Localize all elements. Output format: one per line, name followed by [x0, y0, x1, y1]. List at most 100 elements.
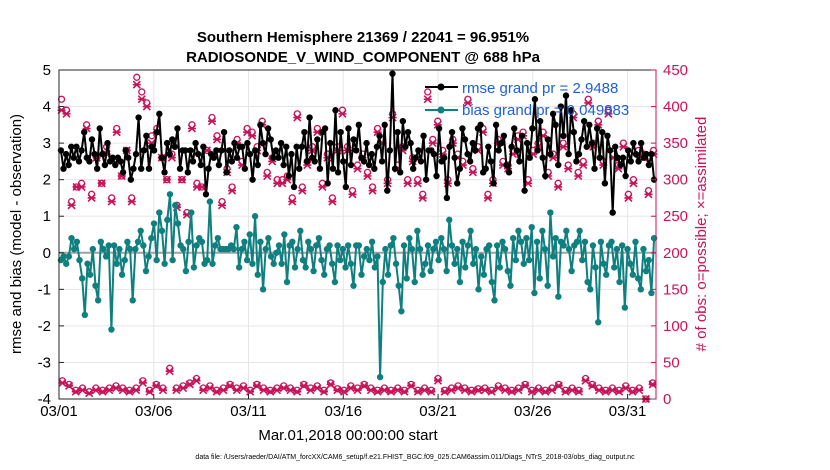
- bias-point-182: [541, 245, 549, 253]
- rmse-point-18: [104, 139, 111, 147]
- obs-low-assimilated-79: [588, 381, 597, 390]
- rmse-point-214: [612, 143, 619, 150]
- bias-point-13: [92, 282, 99, 289]
- obs-high-assimilated-104: [579, 160, 588, 170]
- bias-point-95: [310, 267, 317, 275]
- rmse-point-106: [332, 107, 339, 114]
- rmse-point-123: [376, 132, 383, 139]
- rmse-point-111: [345, 125, 352, 132]
- obs-high-assimilated-58: [348, 190, 357, 199]
- bias-point-222: [648, 289, 655, 297]
- obs-low-assimilated-45: [360, 381, 369, 390]
- rmse-point-115: [355, 121, 362, 129]
- bias-point-134: [414, 227, 421, 235]
- rmse-point-12: [88, 136, 96, 143]
- rmse-point-13: [91, 150, 98, 158]
- bias-point-162: [488, 278, 496, 286]
- rmse-point-56: [202, 191, 210, 198]
- bias-point-47: [182, 267, 190, 275]
- rmse-point-204: [586, 121, 593, 129]
- bias-point-56: [206, 198, 214, 205]
- obs-low-assimilated-74: [554, 381, 563, 390]
- bias-point-82: [275, 242, 283, 249]
- bias-point-71: [246, 231, 253, 238]
- legend: rmse grand pr = 2.9488 bias grand pr = 0…: [425, 80, 629, 119]
- rmse-point-171: [500, 132, 508, 139]
- rmse-point-201: [578, 136, 585, 143]
- obs-low-assimilated-69: [521, 381, 530, 390]
- bias-point-10: [84, 260, 91, 267]
- bias-point-192: [568, 267, 575, 275]
- obs-high-assimilated-74: [428, 139, 437, 148]
- rmse-point-227: [645, 161, 653, 169]
- obs-low-assimilated-23: [212, 387, 221, 396]
- y-tick-label-2: -2: [38, 318, 51, 335]
- bias-point-126: [392, 260, 400, 267]
- obs-high-assimilated-26: [187, 124, 197, 133]
- obs-high-assimilated-62: [368, 186, 377, 195]
- bias-point-75: [257, 238, 264, 246]
- rmse-point-103: [324, 180, 331, 187]
- bias-point-209: [613, 245, 621, 253]
- obs-high-assimilated-14: [127, 197, 136, 206]
- bias-point-133: [411, 278, 418, 286]
- y2-tick-label-7: 350: [663, 135, 688, 152]
- rmse-point-187: [542, 172, 549, 180]
- bias-point-99: [321, 271, 328, 278]
- obs-low-possible-64: [488, 386, 496, 394]
- obs-low-possible-77: [575, 386, 583, 394]
- obs-low-possible-40: [327, 379, 335, 387]
- bias-point-33: [145, 253, 152, 260]
- rmse-point-124: [378, 158, 386, 165]
- obs-high-assimilated-15: [132, 80, 141, 89]
- bias-point-183: [544, 282, 551, 289]
- bias-point-169: [507, 282, 514, 289]
- obs-high-assimilated-100: [559, 142, 568, 151]
- obs-high-assimilated-61: [363, 171, 372, 181]
- rmse-point-65: [226, 147, 233, 154]
- rmse-point-175: [511, 125, 518, 132]
- bias-point-221: [645, 256, 652, 264]
- obs-low-assimilated-75: [561, 387, 570, 396]
- bias-point-65: [230, 245, 238, 253]
- y2-tick-label-2: 100: [663, 318, 688, 335]
- rmse-point-150: [446, 143, 453, 150]
- bias-point-27: [129, 297, 136, 304]
- bias-point-39: [161, 260, 168, 267]
- bias-point-34: [148, 234, 155, 242]
- rmse-point-91: [293, 143, 300, 150]
- obs-low-assimilated-7: [105, 386, 114, 395]
- bias-point-53: [198, 238, 206, 246]
- obs-high-assimilated-46: [288, 197, 297, 206]
- obs-high-assimilated-71: [413, 179, 422, 188]
- obs-high-assimilated-109: [604, 109, 613, 118]
- bias-point-43: [172, 202, 179, 209]
- obs-low-assimilated-84: [621, 383, 630, 393]
- rmse-point-21: [112, 161, 119, 169]
- bias-point-5: [70, 245, 78, 253]
- rmse-point-194: [560, 132, 567, 139]
- bias-point-141: [432, 238, 440, 246]
- rmse-point-113: [350, 136, 357, 143]
- rmse-point-177: [516, 158, 523, 165]
- rmse-point-95: [303, 158, 311, 165]
- rmse-point-66: [228, 158, 236, 165]
- bias-point-20: [110, 242, 118, 249]
- bias-point-79: [267, 253, 275, 260]
- right-y-axis: 0 50 100 150 200 250 300 350 400 450: [651, 62, 688, 408]
- obs-low-assimilated-33: [279, 383, 288, 393]
- bias-point-2: [63, 260, 70, 267]
- rmse-point-166: [487, 158, 495, 165]
- rmse-point-176: [513, 147, 521, 154]
- obs-low-assimilated-25: [225, 381, 235, 390]
- rmse-point-183: [531, 96, 539, 103]
- bias-point-26: [126, 245, 134, 253]
- bias-point-210: [616, 278, 623, 286]
- obs-high-assimilated-99: [554, 182, 563, 192]
- obs-low-assimilated-68: [514, 386, 523, 395]
- rmse-point-224: [637, 139, 645, 147]
- obs-low-assimilated-80: [594, 386, 604, 395]
- y2-tick-label-6: 300: [663, 172, 688, 189]
- obs-low-assimilated-83: [615, 387, 624, 396]
- bias-point-11: [86, 271, 94, 278]
